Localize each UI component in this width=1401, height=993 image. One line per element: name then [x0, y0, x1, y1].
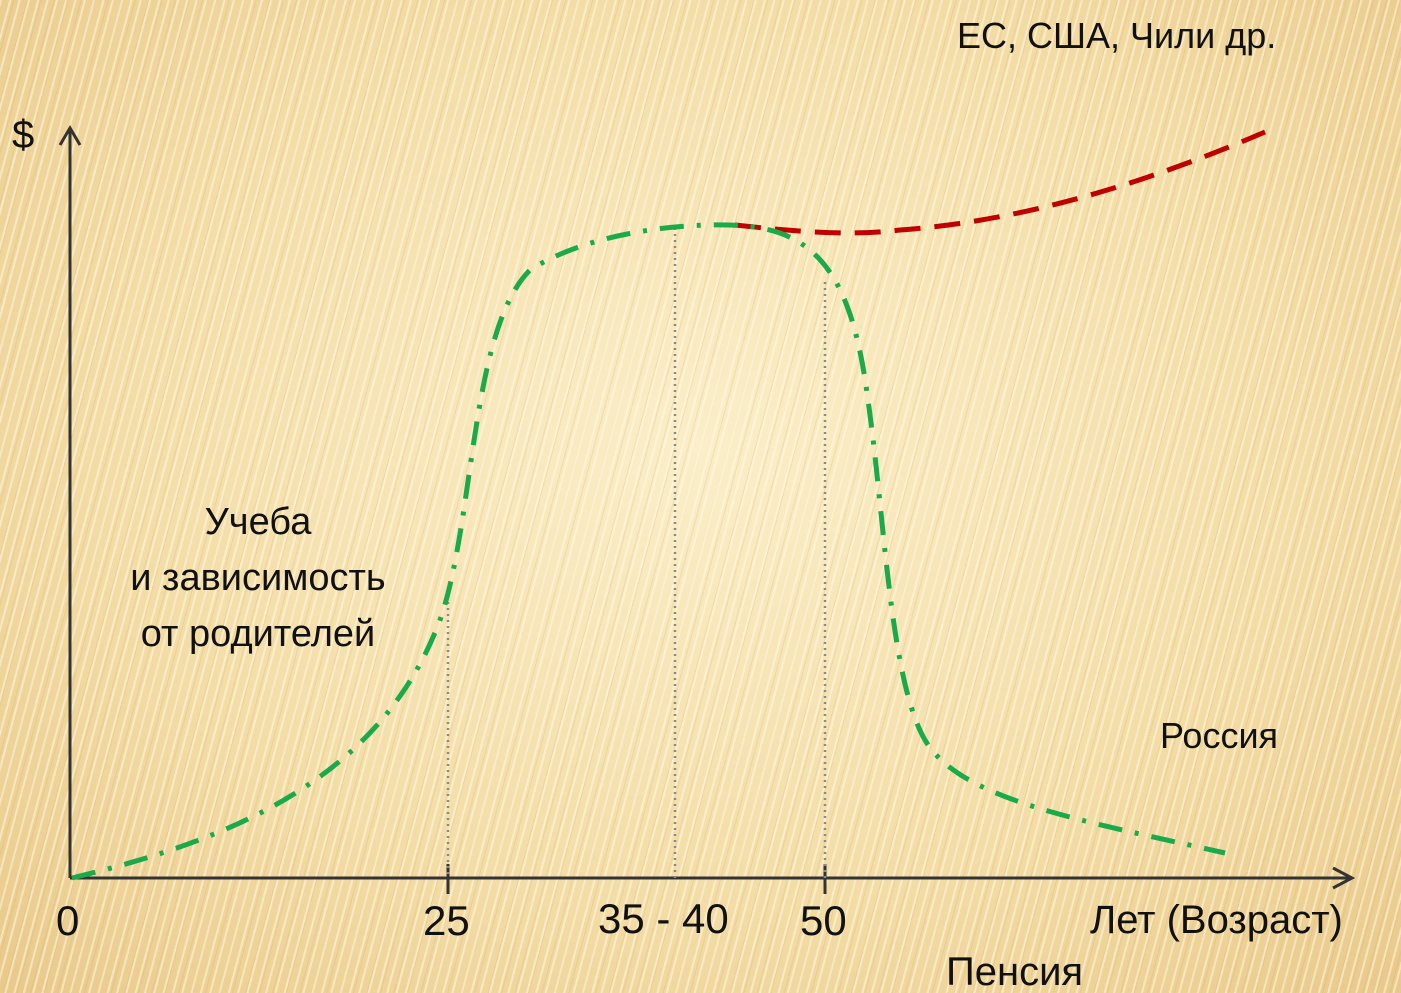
guide-lines: [446, 228, 827, 878]
curve-developed-countries: [734, 129, 1266, 236]
curve-russia: [71, 222, 1226, 881]
x-tick-label-25: 25: [423, 897, 470, 944]
axes: [58, 125, 1356, 894]
series-label-developed: ЕС, США, Чили др.: [957, 15, 1277, 56]
y-axis-label: $: [12, 113, 35, 157]
dependency-line-1: Учеба: [204, 501, 312, 543]
series-label-russia: Россия: [1160, 715, 1279, 756]
x-axis-arrow: [1332, 866, 1356, 890]
dependency-line-2: и зависимость: [130, 557, 386, 599]
x-tick-label-35-40: 35 - 40: [598, 895, 729, 942]
x-tick-label-0: 0: [56, 897, 80, 944]
x-tick-label-50: 50: [800, 897, 847, 944]
y-axis-arrow: [58, 125, 82, 146]
pension-label: Пенсия: [946, 950, 1084, 993]
dependency-line-3: от родителей: [140, 613, 376, 655]
dependency-annotation: Учеба и зависимость от родителей: [88, 494, 428, 662]
x-axis-label: Лет (Возраст): [1090, 898, 1343, 942]
